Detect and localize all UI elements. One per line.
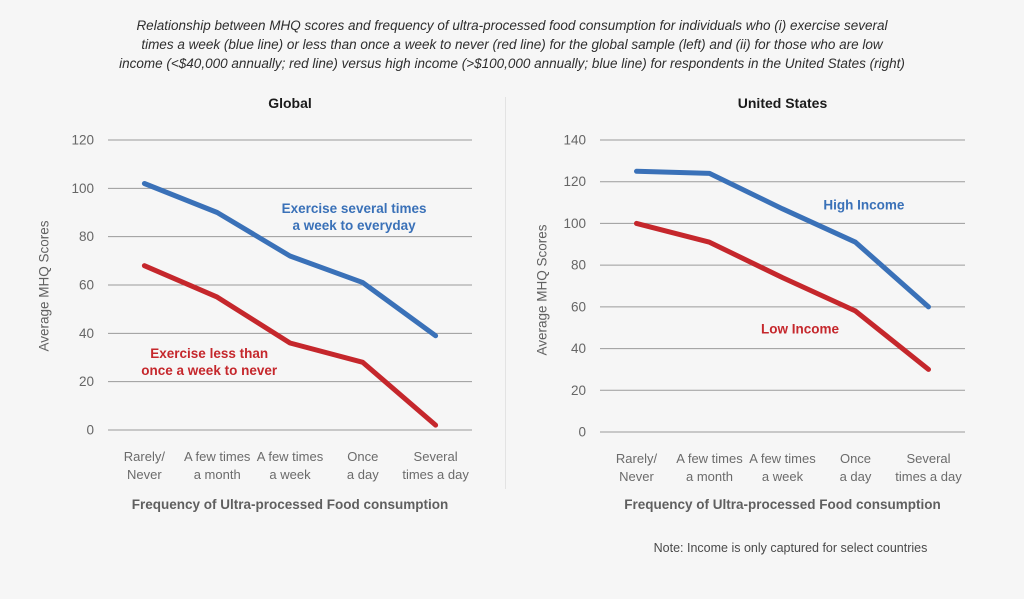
figure: Relationship between MHQ scores and freq…: [0, 0, 1024, 599]
series-label: Low Income: [761, 322, 839, 337]
x-axis-tick-label: Rarely/Never: [124, 449, 166, 482]
figure-title-line-2: times a week (blue line) or less than on…: [0, 35, 1024, 54]
x-axis-tick-label: A few timesa week: [257, 449, 324, 482]
y-axis-tick-label: 60: [571, 299, 586, 314]
global-chart-title: Global: [108, 95, 472, 111]
x-axis-tick-label: Severaltimes a day: [402, 449, 469, 482]
global-x-axis-label: Frequency of Ultra-processed Food consum…: [108, 497, 472, 512]
y-axis-tick-label: 0: [578, 425, 586, 440]
y-axis-tick-label: 0: [86, 423, 94, 438]
panel-divider: [505, 97, 506, 489]
y-axis-tick-label: 100: [563, 216, 586, 231]
x-axis-tick-label: Oncea day: [347, 449, 379, 482]
y-axis-tick-label: 80: [571, 258, 586, 273]
y-axis-tick-label: 80: [79, 229, 94, 244]
x-axis-tick-label: A few timesa month: [184, 449, 251, 482]
y-axis-tick-label: 120: [71, 133, 94, 148]
us-chart-title: United States: [600, 95, 965, 111]
global-chart-plot: 120 100 80 60 40 20 0 Rarely/Never A few timesa …: [60, 130, 500, 490]
figure-title: Relationship between MHQ scores and freq…: [0, 16, 1024, 73]
figure-title-line-1: Relationship between MHQ scores and freq…: [0, 16, 1024, 35]
x-axis-tick-label: A few timesa month: [676, 451, 743, 484]
y-axis-tick-label: 40: [571, 341, 586, 356]
x-axis-tick-label: Rarely/Never: [616, 451, 658, 484]
x-axis-tick-label: A few timesa week: [749, 451, 816, 484]
series-line: [637, 223, 929, 369]
y-axis-tick-label: 100: [71, 181, 94, 196]
y-axis-tick-label: 60: [79, 278, 94, 293]
us-x-axis-label: Frequency of Ultra-processed Food consum…: [600, 497, 965, 512]
us-y-axis-label: Average MHQ Scores: [535, 224, 550, 355]
x-axis-tick-label: Oncea day: [840, 451, 872, 484]
y-axis-tick-label: 20: [571, 383, 586, 398]
global-y-axis-label: Average MHQ Scores: [37, 220, 52, 351]
x-axis-tick-label: Severaltimes a day: [895, 451, 962, 484]
figure-title-line-3: income (<$40,000 annually; red line) ver…: [0, 54, 1024, 73]
income-note: Note: Income is only captured for select…: [608, 541, 973, 555]
series-label: Exercise less thanonce a week to never: [141, 346, 278, 378]
series-line: [637, 171, 929, 307]
series-label: Exercise several timesa week to everyday: [282, 201, 427, 233]
y-axis-tick-label: 140: [563, 133, 586, 148]
y-axis-tick-label: 120: [563, 174, 586, 189]
series-label: High Income: [823, 198, 904, 213]
y-axis-tick-label: 40: [79, 326, 94, 341]
us-chart-plot: 140 120 100 80 60 40 20 0 Rarely/Never A few time…: [558, 130, 998, 490]
y-axis-tick-label: 20: [79, 374, 94, 389]
